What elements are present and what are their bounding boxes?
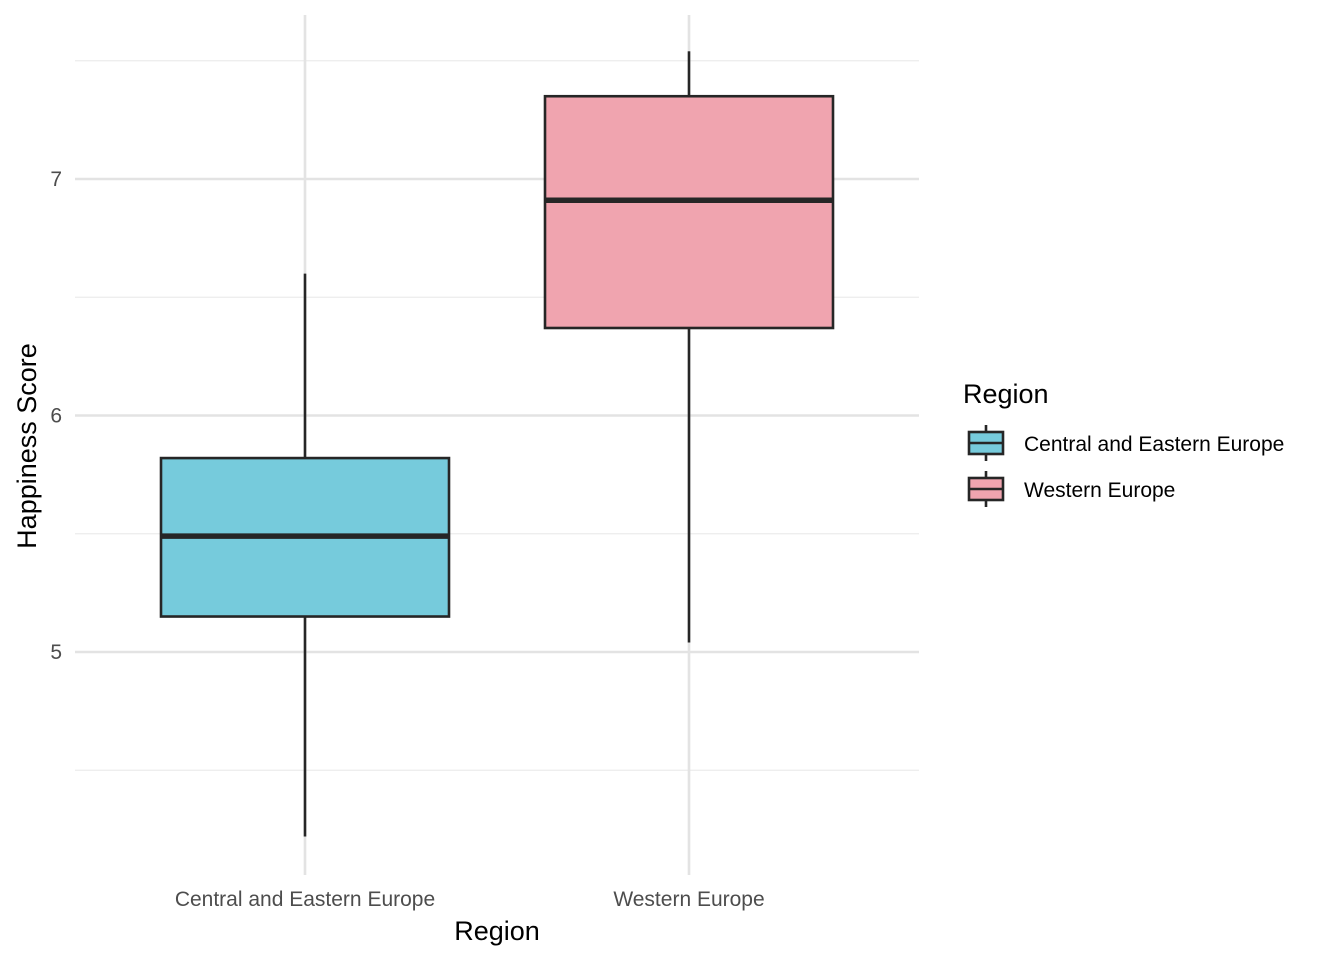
legend-title: Region <box>963 379 1049 409</box>
x-tick-label: Central and Eastern Europe <box>175 888 435 911</box>
y-tick-label: 7 <box>50 168 62 191</box>
x-tick-label: Western Europe <box>613 888 764 911</box>
legend-entry: Central and Eastern Europe <box>967 425 1284 461</box>
box-western-europe <box>543 94 835 330</box>
legend: Region Central and Eastern Europe Western… <box>963 379 1284 507</box>
y-tick-label: 6 <box>50 405 62 428</box>
y-axis-ticks: 5 6 7 <box>50 168 62 664</box>
x-axis-ticks: Central and Eastern Europe Western Europe <box>175 888 765 911</box>
x-axis-title: Region <box>454 916 540 946</box>
y-axis-title: Happiness Score <box>12 343 42 549</box>
legend-label: Central and Eastern Europe <box>1024 433 1284 456</box>
legend-entry: Western Europe <box>967 471 1175 507</box>
boxes <box>159 51 835 837</box>
legend-label: Western Europe <box>1024 479 1175 502</box>
y-tick-label: 5 <box>50 641 62 664</box>
